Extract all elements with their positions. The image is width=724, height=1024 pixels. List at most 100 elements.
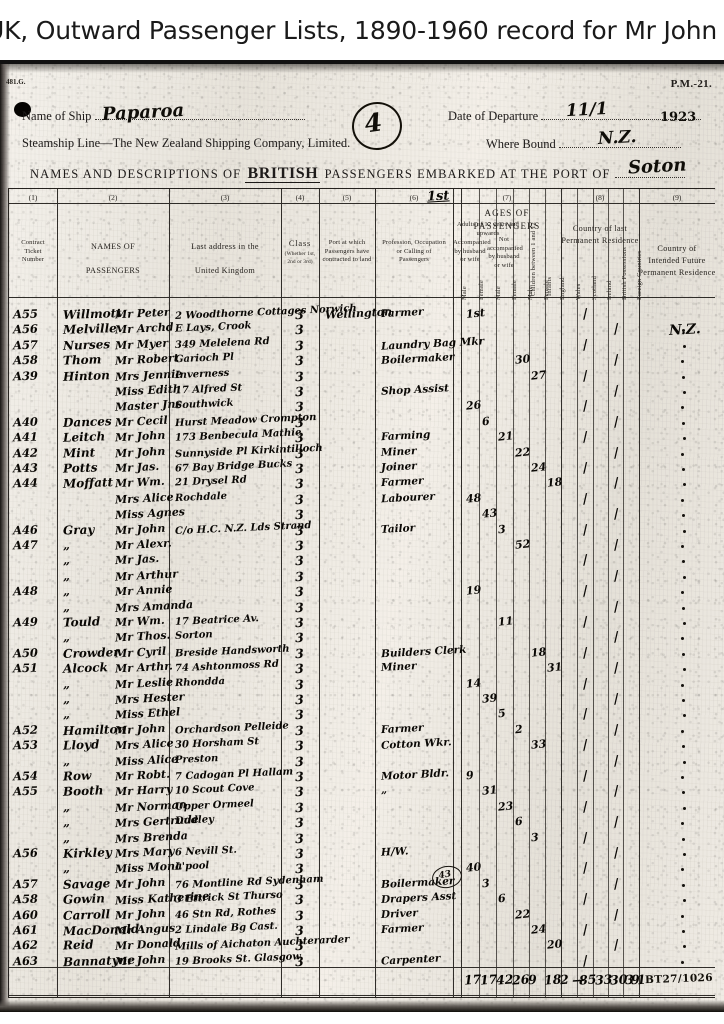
country-label-england: England xyxy=(559,277,566,300)
row-forename: Mr Alexr. xyxy=(114,536,172,553)
row-surname: „ xyxy=(62,799,71,814)
row-ditto-dot xyxy=(683,529,686,533)
row-ticket-number: A46 xyxy=(12,522,39,538)
row-surname: Carroll xyxy=(62,906,111,923)
row-forename: Miss Mona xyxy=(114,859,183,877)
sheet-number-circle: 4 xyxy=(348,98,406,154)
row-ditto-dot xyxy=(683,344,686,348)
row-residence-tick: / xyxy=(612,938,621,954)
row-surname: „ xyxy=(62,830,71,845)
row-ticket-number: A42 xyxy=(12,445,39,461)
row-ditto-dot xyxy=(683,853,686,856)
col-number-1: (1) xyxy=(28,193,38,202)
row-residence-tick: / xyxy=(612,876,621,893)
row-forename: Master Jnc xyxy=(114,397,183,415)
row-residence-tick: / xyxy=(612,691,621,708)
scan-bottom-edge xyxy=(0,1000,724,1012)
row-address: 7 Cadogan Pl Hallam xyxy=(174,766,294,783)
country-label-wales: Wales xyxy=(575,283,582,300)
row-age: 31 xyxy=(546,660,563,675)
row-ticket-number: A57 xyxy=(12,876,39,892)
row-occupation: H/W. xyxy=(380,845,409,859)
row-surname: Reid xyxy=(62,937,94,953)
row-occupation: Farming xyxy=(380,428,431,444)
row-ditto-dot xyxy=(682,329,685,333)
row-surname: „ xyxy=(62,753,71,768)
col-number-9: (9) xyxy=(672,193,682,202)
row-surname: „ xyxy=(62,568,71,583)
row-age: 23 xyxy=(497,799,514,814)
row-forename: Mr Robt. xyxy=(114,767,171,784)
row-ditto-dot xyxy=(682,421,685,425)
col-header-class: Class (Whether 1st, 2nd or 3rd) xyxy=(284,239,316,266)
page-title: UK, Outward Passenger Lists, 1890-1960 r… xyxy=(0,15,724,45)
row-ticket-number: A56 xyxy=(12,845,39,861)
col-header-ages-title: AGES OF PASSENGERS xyxy=(473,208,541,232)
row-class: 3 xyxy=(294,383,305,400)
row-ticket-number: A61 xyxy=(12,922,39,938)
declaration-emphasis: BRITISH xyxy=(245,165,321,183)
row-ditto-dot xyxy=(682,791,685,795)
row-surname: Dances xyxy=(62,413,112,430)
row-surname: Savage xyxy=(62,875,111,892)
row-forename: Mr Thos. xyxy=(114,628,171,645)
row-residence-tick: / xyxy=(612,476,621,492)
row-occupation: Miner xyxy=(380,660,417,675)
row-surname: Hinton xyxy=(62,367,111,384)
row-surname: Alcock xyxy=(62,660,109,676)
row-residence-tick: / xyxy=(612,845,621,862)
row-surname: „ xyxy=(62,676,71,691)
row-address: Orchardson Pelleide xyxy=(174,720,290,737)
port-dotted-rule xyxy=(614,166,685,178)
declaration-suffix: PASSENGERS EMBARKED AT THE PORT OF xyxy=(324,167,611,181)
row-address: Rochdale xyxy=(174,490,228,504)
col-header-children: Children between 1 and 12 xyxy=(530,222,537,296)
row-class: 3 xyxy=(294,599,305,615)
row-forename: Mr Cyril xyxy=(114,644,167,661)
row-surname: Leitch xyxy=(62,429,106,445)
row-ditto-dot xyxy=(681,637,684,641)
row-occupation: Laundry Bag Mkr xyxy=(380,335,485,353)
bound-label: Where Bound xyxy=(486,137,556,151)
row-occupation: Farmer xyxy=(380,721,424,736)
row-age: 6 xyxy=(481,414,491,429)
bound-value: N.Z. xyxy=(597,127,637,149)
row-forename: Mr John xyxy=(114,906,166,922)
row-occupation: Boilermaker xyxy=(380,351,455,368)
row-residence-tick: / xyxy=(612,722,621,739)
row-address: 10 Scout Cove xyxy=(174,782,255,798)
row-residence-tick: / xyxy=(581,614,590,631)
row-forename: Mr Wm. xyxy=(114,613,165,630)
row-age: 6 xyxy=(514,814,524,829)
row-class: 3 xyxy=(294,660,305,677)
scan-left-edge xyxy=(0,64,10,1012)
row-residence-tick: / xyxy=(612,784,621,800)
form-number: 481.G. xyxy=(6,78,26,86)
row-ditto-dot xyxy=(682,930,685,933)
row-ticket-number: A39 xyxy=(12,368,39,384)
row-class: 3 xyxy=(294,476,305,492)
row-occupation: Joiner xyxy=(380,460,418,474)
row-forename: Mrs Alice xyxy=(114,736,174,753)
row-residence-tick: / xyxy=(581,707,590,723)
row-surname: Crowder xyxy=(62,644,120,661)
ship-value: Paparoa xyxy=(101,99,185,126)
row-forename: Mr John xyxy=(114,428,166,445)
row-surname: Row xyxy=(62,768,92,784)
row-age: 21 xyxy=(497,429,514,444)
row-residence-tick: / xyxy=(612,630,621,646)
row-class: 3 xyxy=(294,753,305,769)
row-age: 18 xyxy=(530,645,547,660)
row-ditto-dot xyxy=(682,699,685,702)
row-ticket-number: A55 xyxy=(12,783,39,799)
viewer-title-bar: UK, Outward Passenger Lists, 1890-1960 r… xyxy=(0,0,724,60)
row-residence-tick: / xyxy=(581,645,590,662)
departure-year: 1923 xyxy=(660,110,697,125)
col-header-adults: Adults of 12 years and upwards xyxy=(457,221,519,237)
row-residence-tick: / xyxy=(581,429,590,446)
row-address: Breside Handsworth xyxy=(174,643,290,660)
row-age: 24 xyxy=(530,922,547,937)
row-forename: Mr Leslie xyxy=(114,675,174,692)
row-class: 3 xyxy=(294,676,305,692)
col-header-accompanied: Accompanied by husband or wife xyxy=(453,239,491,264)
